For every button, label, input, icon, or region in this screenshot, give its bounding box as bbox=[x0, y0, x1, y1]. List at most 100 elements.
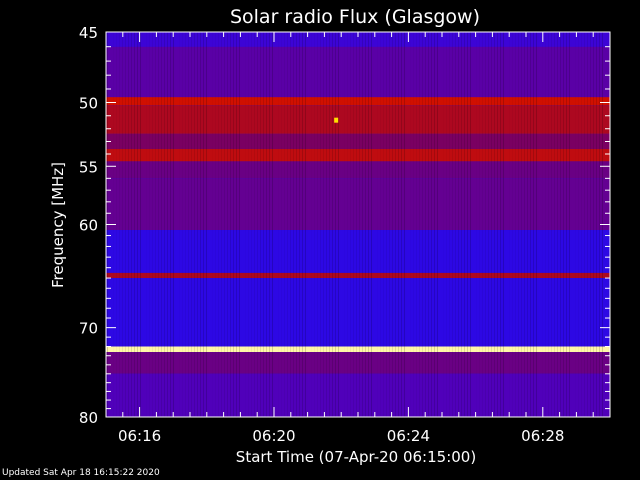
intensity-band bbox=[106, 133, 610, 150]
y-axis: 45 50 55 60 70 80 bbox=[79, 24, 610, 427]
x-tick-label: 06:24 bbox=[387, 427, 430, 445]
streak bbox=[221, 32, 222, 417]
streak bbox=[269, 32, 270, 417]
streak bbox=[146, 32, 147, 417]
chart-title: Solar radio Flux (Glasgow) bbox=[230, 6, 480, 28]
streak bbox=[197, 32, 198, 417]
streak bbox=[260, 32, 261, 417]
streak bbox=[512, 32, 513, 417]
streak bbox=[458, 32, 459, 417]
y-tick-label: 50 bbox=[79, 95, 98, 113]
streak bbox=[287, 32, 288, 417]
streak bbox=[344, 32, 345, 417]
streak bbox=[371, 32, 372, 417]
streak bbox=[455, 32, 456, 417]
streak bbox=[476, 32, 477, 417]
streak bbox=[386, 32, 387, 417]
streak bbox=[482, 32, 483, 417]
streak bbox=[365, 32, 366, 417]
x-tick-label: 06:16 bbox=[118, 427, 161, 445]
streak bbox=[233, 32, 234, 417]
streak bbox=[224, 32, 225, 417]
intensity-band bbox=[106, 149, 610, 162]
streak bbox=[116, 32, 117, 417]
streak bbox=[551, 32, 552, 417]
streak bbox=[389, 32, 390, 417]
streak bbox=[203, 32, 204, 417]
streak bbox=[437, 32, 438, 417]
streak bbox=[311, 32, 312, 417]
streak bbox=[173, 32, 174, 417]
y-axis-label: Frequency [MHz] bbox=[49, 162, 67, 288]
streak bbox=[161, 32, 162, 417]
streak bbox=[566, 32, 567, 417]
updated-timestamp: Updated Sat Apr 18 16:15:22 2020 bbox=[2, 468, 160, 478]
streak bbox=[290, 32, 291, 417]
streak bbox=[359, 32, 360, 417]
streak bbox=[230, 32, 231, 417]
streak bbox=[125, 32, 126, 417]
streak bbox=[302, 32, 303, 417]
streak bbox=[185, 32, 186, 417]
streak bbox=[284, 32, 285, 417]
bright-spots bbox=[334, 117, 339, 123]
streak bbox=[293, 32, 294, 417]
streak bbox=[167, 32, 168, 417]
streak bbox=[491, 32, 492, 417]
x-axis: 06:16 06:20 06:24 06:28 bbox=[118, 32, 594, 445]
streak bbox=[425, 32, 426, 417]
streak bbox=[353, 32, 354, 417]
streak bbox=[584, 32, 585, 417]
streak bbox=[383, 32, 384, 417]
streak bbox=[347, 32, 348, 417]
streak bbox=[299, 32, 300, 417]
streak bbox=[536, 32, 537, 417]
streak bbox=[545, 32, 546, 417]
streak bbox=[245, 32, 246, 417]
streak bbox=[485, 32, 486, 417]
streak bbox=[557, 32, 558, 417]
streak bbox=[380, 32, 381, 417]
streak bbox=[479, 32, 480, 417]
streak bbox=[524, 32, 525, 417]
intensity-band bbox=[106, 272, 610, 279]
streak bbox=[158, 32, 159, 417]
streak bbox=[122, 32, 123, 417]
intensity-band bbox=[106, 352, 610, 374]
streak bbox=[467, 32, 468, 417]
streak bbox=[422, 32, 423, 417]
bright-spot bbox=[334, 117, 339, 123]
intensity-band bbox=[106, 373, 610, 417]
streak bbox=[305, 32, 306, 417]
streak bbox=[227, 32, 228, 417]
streak bbox=[335, 32, 336, 417]
streak bbox=[188, 32, 189, 417]
streak bbox=[494, 32, 495, 417]
intensity-band bbox=[106, 230, 610, 273]
streak bbox=[218, 32, 219, 417]
streak bbox=[461, 32, 462, 417]
streak bbox=[368, 32, 369, 417]
streak bbox=[449, 32, 450, 417]
streak bbox=[569, 32, 570, 417]
streak bbox=[590, 32, 591, 417]
streak bbox=[329, 32, 330, 417]
streak bbox=[464, 32, 465, 417]
streak bbox=[272, 32, 273, 417]
y-tick-label: 55 bbox=[79, 158, 98, 176]
streak bbox=[338, 32, 339, 417]
streak bbox=[530, 32, 531, 417]
streak bbox=[332, 32, 333, 417]
streak bbox=[239, 32, 240, 417]
intensity-band bbox=[106, 46, 610, 98]
streak bbox=[152, 32, 153, 417]
x-tick-label: 06:20 bbox=[252, 427, 295, 445]
streak bbox=[164, 32, 165, 417]
streak bbox=[131, 32, 132, 417]
streak bbox=[326, 32, 327, 417]
streak bbox=[470, 32, 471, 417]
streak bbox=[515, 32, 516, 417]
streak bbox=[377, 32, 378, 417]
streak bbox=[182, 32, 183, 417]
streak bbox=[179, 32, 180, 417]
